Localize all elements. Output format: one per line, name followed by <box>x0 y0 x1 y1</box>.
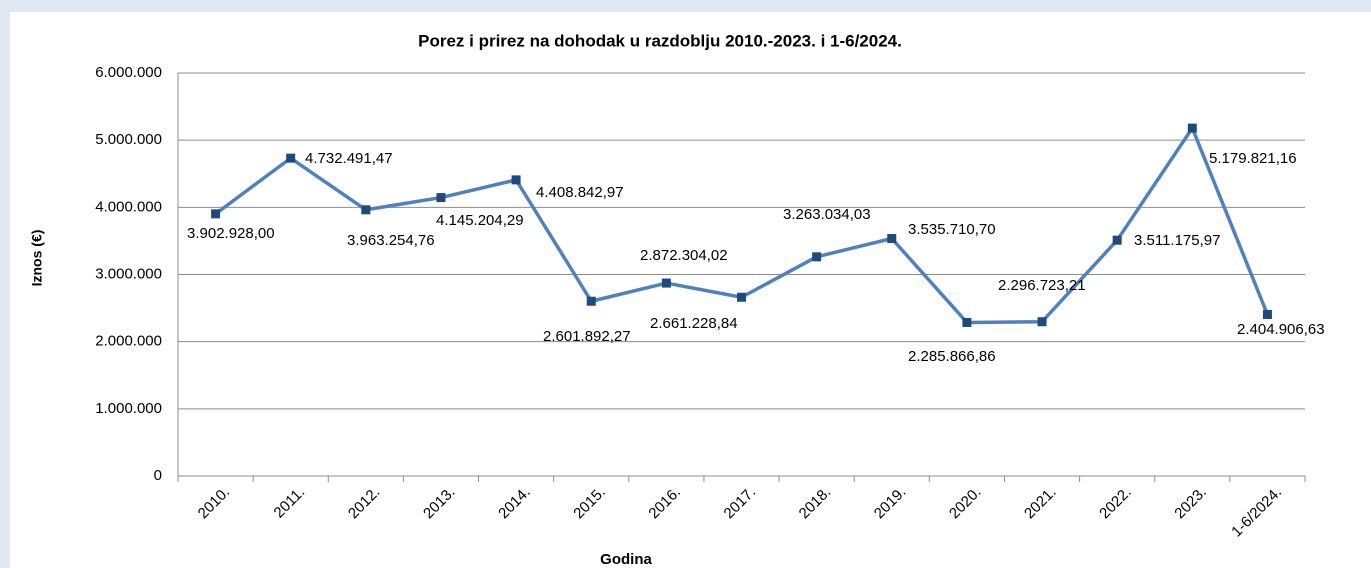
data-label: 3.263.034,03 <box>783 206 871 223</box>
point-marker <box>661 278 671 288</box>
point-marker <box>1187 123 1197 133</box>
data-label: 5.179.821,16 <box>1209 150 1297 167</box>
data-label: 2.872.304,02 <box>640 247 728 264</box>
point-marker <box>1112 235 1122 245</box>
point-marker <box>361 205 371 215</box>
point-marker <box>1037 317 1047 327</box>
y-tick-label: 6.000.000 <box>95 64 162 81</box>
data-label: 4.145.204,29 <box>436 212 524 229</box>
point-marker <box>1262 309 1272 319</box>
point-marker <box>511 175 521 185</box>
point-marker <box>211 209 221 219</box>
point-marker <box>586 296 596 306</box>
data-label: 3.511.175,97 <box>1134 232 1220 249</box>
point-marker <box>737 292 746 302</box>
y-tick-label: 4.000.000 <box>95 198 162 215</box>
point-marker <box>436 193 446 203</box>
data-label: 4.408.842,97 <box>536 184 624 201</box>
data-label: 2.296.723,21 <box>998 277 1086 294</box>
point-marker <box>812 252 822 262</box>
data-label: 3.535.710,70 <box>908 221 996 238</box>
data-label: 3.963.254,76 <box>347 232 435 249</box>
y-tick-label: 3.000.000 <box>95 265 162 282</box>
chart-panel <box>10 12 1371 568</box>
point-marker <box>286 153 296 163</box>
data-label: 4.732.491,47 <box>305 150 393 167</box>
y-tick-label: 0 <box>154 467 162 484</box>
point-marker <box>962 317 972 327</box>
data-label: 2.404.906,63 <box>1237 321 1325 338</box>
data-label: 3.902.928,00 <box>187 225 275 242</box>
point-marker <box>887 234 897 244</box>
data-label: 2.661.228,84 <box>650 315 738 332</box>
data-label: 2.285.866,86 <box>908 348 996 365</box>
y-tick-label: 5.000.000 <box>95 131 162 148</box>
x-axis-title: Godina <box>600 551 652 568</box>
y-tick-label: 1.000.000 <box>95 400 162 417</box>
y-tick-label: 2.000.000 <box>95 333 162 350</box>
data-label: 2.601.892,27 <box>543 328 631 345</box>
y-axis-title: Iznos (€) <box>29 230 45 287</box>
chart-title: Porez i prirez na dohodak u razdoblju 20… <box>418 31 902 50</box>
